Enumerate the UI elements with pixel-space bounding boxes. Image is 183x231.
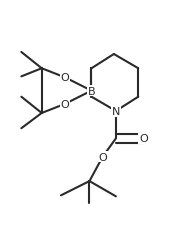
- Text: O: O: [61, 73, 69, 83]
- Text: B: B: [88, 86, 95, 96]
- Text: O: O: [139, 134, 148, 144]
- Text: O: O: [61, 99, 69, 109]
- Text: O: O: [98, 152, 107, 162]
- Text: N: N: [112, 106, 120, 116]
